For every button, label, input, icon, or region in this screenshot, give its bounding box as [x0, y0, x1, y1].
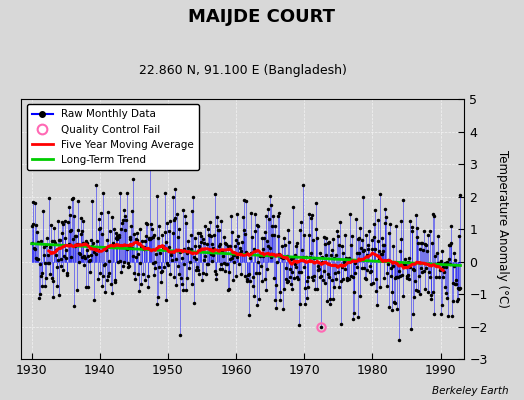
- Legend: Raw Monthly Data, Quality Control Fail, Five Year Moving Average, Long-Term Tren: Raw Monthly Data, Quality Control Fail, …: [27, 104, 199, 170]
- Y-axis label: Temperature Anomaly (°C): Temperature Anomaly (°C): [496, 150, 509, 308]
- Text: Berkeley Earth: Berkeley Earth: [432, 386, 508, 396]
- Text: MAIJDE COURT: MAIJDE COURT: [189, 8, 335, 26]
- Title: 22.860 N, 91.100 E (Bangladesh): 22.860 N, 91.100 E (Bangladesh): [139, 64, 347, 77]
